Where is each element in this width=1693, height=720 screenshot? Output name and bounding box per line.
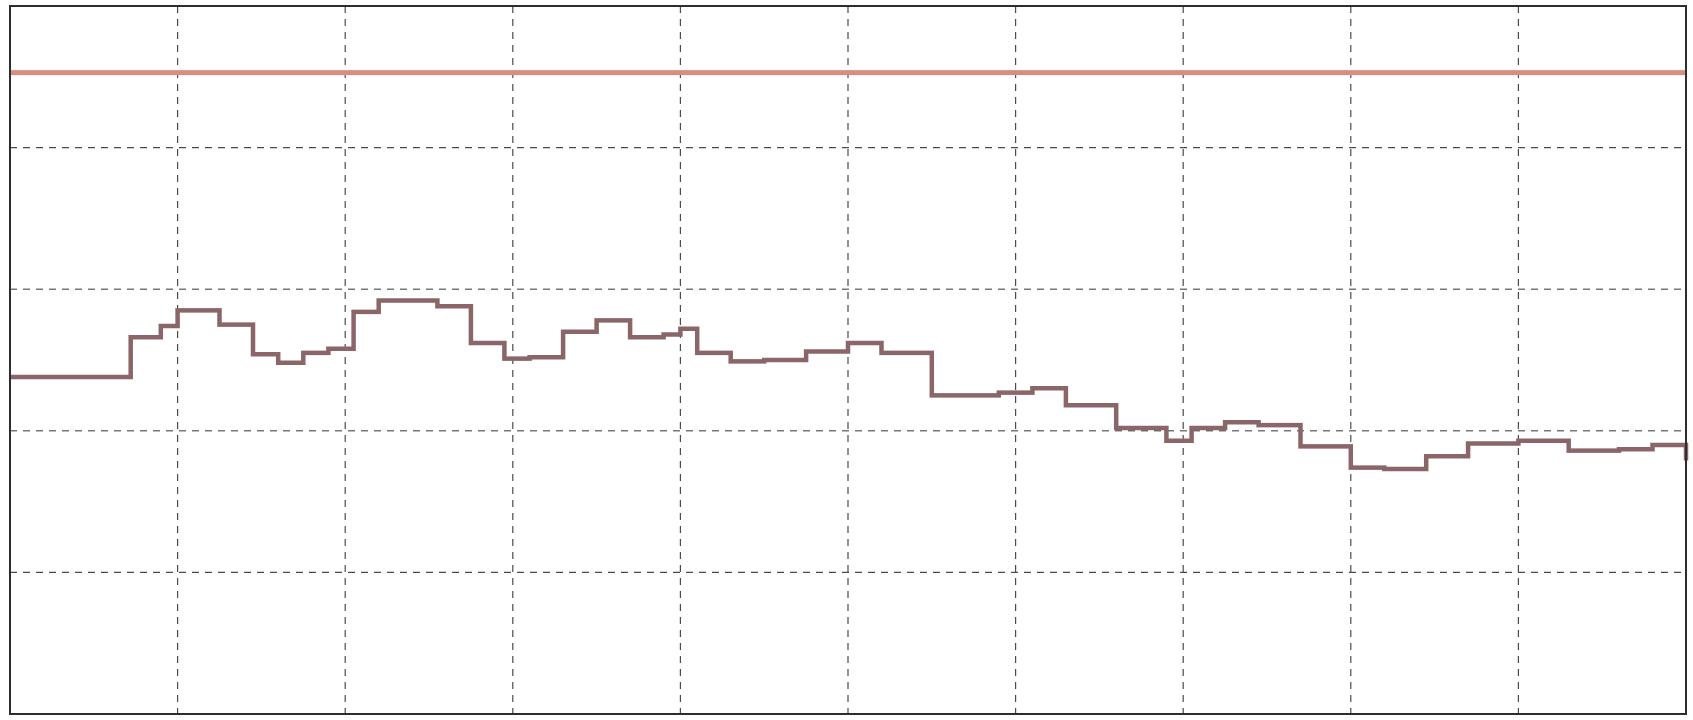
series-line-2 <box>10 298 1689 472</box>
series-layer <box>10 70 1689 472</box>
plot-frame <box>9 5 1687 715</box>
